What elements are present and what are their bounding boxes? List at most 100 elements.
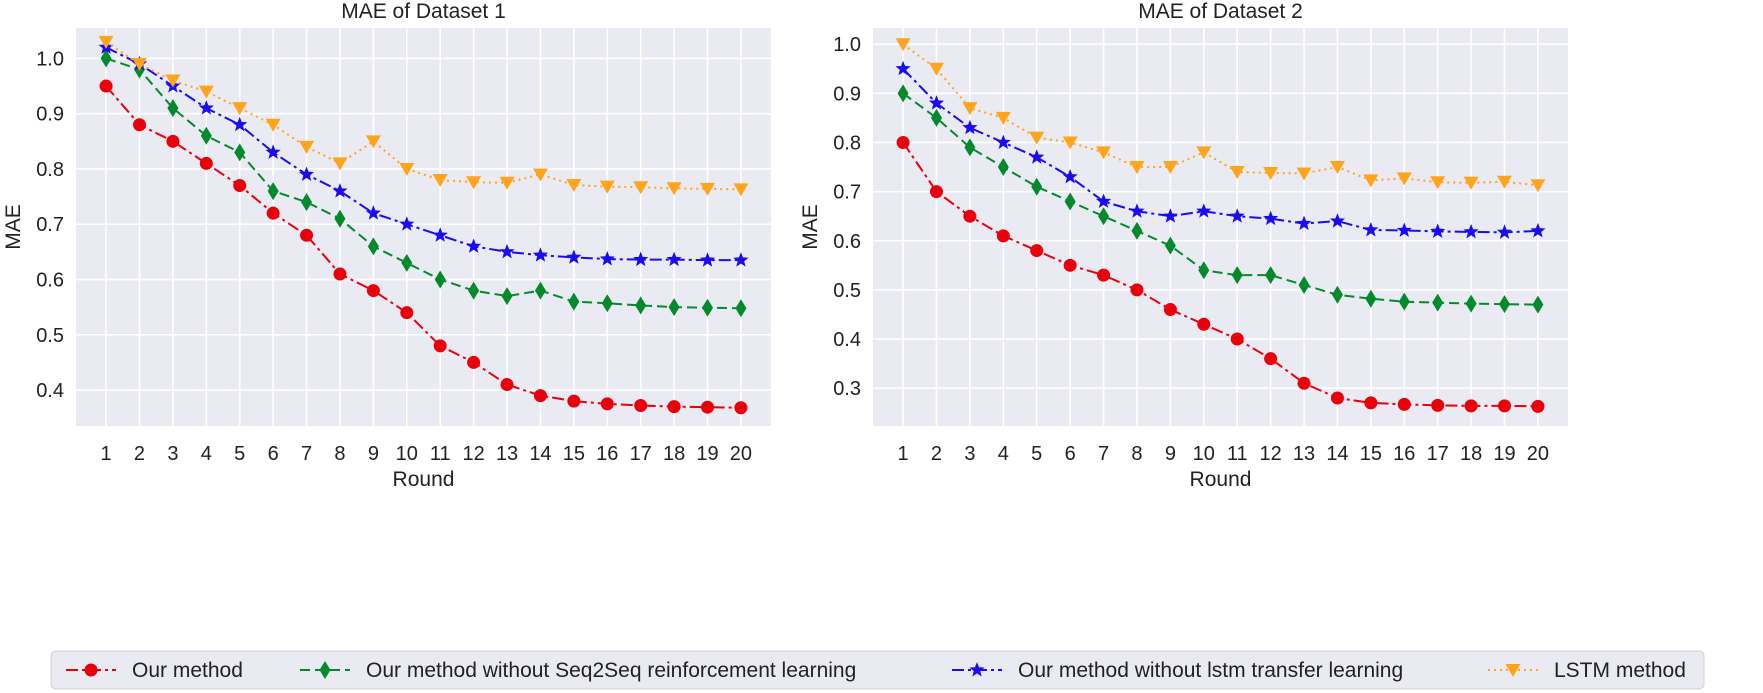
data-point xyxy=(699,252,716,267)
data-point xyxy=(1162,161,1178,175)
data-point xyxy=(534,281,546,300)
data-point xyxy=(300,228,314,242)
legend-label: Our method xyxy=(132,659,243,682)
data-point xyxy=(532,247,549,262)
data-point xyxy=(1464,399,1478,413)
data-point xyxy=(1532,295,1544,314)
gridlines xyxy=(76,28,771,426)
data-point xyxy=(1499,295,1511,314)
data-point xyxy=(1264,352,1278,366)
y-tick-label: 0.7 xyxy=(36,214,64,236)
x-tick-label: 5 xyxy=(234,443,245,465)
data-point xyxy=(1398,292,1410,311)
data-point xyxy=(1364,396,1378,410)
x-tick-label: 18 xyxy=(663,443,685,465)
data-point xyxy=(896,135,910,149)
data-point xyxy=(963,209,977,223)
data-point xyxy=(298,166,315,181)
x-tick-label: 2 xyxy=(931,443,942,465)
data-point xyxy=(332,157,348,171)
series-1 xyxy=(896,135,1545,413)
x-tick-label: 7 xyxy=(301,443,312,465)
data-point xyxy=(501,287,513,306)
y-tick-label: 0.6 xyxy=(36,270,64,292)
data-point xyxy=(1463,176,1479,190)
x-tick-label: 13 xyxy=(1293,443,1315,465)
y-axis-label: MAE xyxy=(799,204,822,250)
x-tick-label: 19 xyxy=(696,443,718,465)
x-tick-label: 18 xyxy=(1460,443,1482,465)
data-point xyxy=(666,182,682,196)
data-point xyxy=(1229,165,1245,179)
data-point xyxy=(499,243,515,259)
x-tick-label: 2 xyxy=(134,443,145,465)
data-point xyxy=(1297,376,1311,390)
data-point xyxy=(365,205,381,220)
plot-area xyxy=(76,28,771,426)
data-point xyxy=(1430,223,1446,238)
data-point xyxy=(667,400,681,414)
data-point xyxy=(1196,146,1212,160)
data-point xyxy=(266,206,280,220)
data-point xyxy=(1397,397,1411,411)
data-point xyxy=(1030,244,1044,258)
legend-label: Our method without Seq2Seq reinforcement… xyxy=(366,659,856,682)
x-tick-label: 14 xyxy=(529,443,551,465)
data-point xyxy=(232,116,248,132)
legend-marker xyxy=(969,662,985,677)
legend-label: Our method without lstm transfer learnin… xyxy=(1018,659,1403,682)
data-point xyxy=(1363,174,1379,188)
x-tick-label: 15 xyxy=(563,443,585,465)
data-point xyxy=(733,252,749,267)
data-point xyxy=(299,140,315,154)
data-point xyxy=(1064,192,1076,211)
data-point xyxy=(1496,224,1513,239)
data-point xyxy=(1095,193,1112,208)
data-point xyxy=(1096,146,1112,160)
x-tick-label: 12 xyxy=(462,443,484,465)
data-point xyxy=(1296,167,1312,181)
data-point xyxy=(1129,203,1145,218)
x-tick-label: 11 xyxy=(1227,443,1248,465)
data-point xyxy=(734,401,748,415)
data-point xyxy=(167,99,179,118)
x-tick-label: 6 xyxy=(1065,443,1076,465)
data-point xyxy=(265,144,281,159)
data-point xyxy=(200,126,212,145)
x-tick-label: 8 xyxy=(334,443,345,465)
data-point xyxy=(1498,399,1512,413)
data-point xyxy=(334,209,346,228)
data-point xyxy=(997,158,1009,177)
data-point xyxy=(1363,221,1379,237)
chart-title: MAE of Dataset 2 xyxy=(1138,0,1303,23)
data-point xyxy=(233,179,247,193)
data-point xyxy=(962,119,978,135)
x-tick-label: 8 xyxy=(1131,443,1142,465)
data-point xyxy=(1164,236,1176,255)
data-point xyxy=(1330,391,1344,405)
data-point xyxy=(166,134,180,148)
x-tick-label: 6 xyxy=(268,443,279,465)
data-point xyxy=(633,181,649,195)
x-tick-label: 10 xyxy=(396,443,418,465)
data-point xyxy=(700,182,716,196)
chart-title: MAE of Dataset 1 xyxy=(341,0,506,23)
chart-panel-1: 1 2 3 4 5 6 7 8 9 10 11 12 13 14 15 16 17 18 19 200.40.50.6… xyxy=(2,0,771,491)
y-tick-label: 0.9 xyxy=(833,83,861,105)
data-point xyxy=(1430,176,1446,190)
series-4 xyxy=(98,35,749,197)
data-point xyxy=(1198,261,1210,280)
x-tick-label: 14 xyxy=(1326,443,1348,465)
data-point xyxy=(733,183,749,197)
x-tick-label: 5 xyxy=(1031,443,1042,465)
data-point xyxy=(467,355,481,369)
data-point xyxy=(666,251,682,267)
y-axis-label: MAE xyxy=(2,204,25,250)
data-point xyxy=(131,57,147,71)
legend-item-3: Our method without lstm transfer learnin… xyxy=(952,659,1403,682)
x-tick-label: 1 xyxy=(101,443,112,465)
data-point xyxy=(1029,131,1045,145)
data-point xyxy=(895,60,911,76)
data-point xyxy=(1062,136,1078,150)
data-point xyxy=(701,400,715,414)
